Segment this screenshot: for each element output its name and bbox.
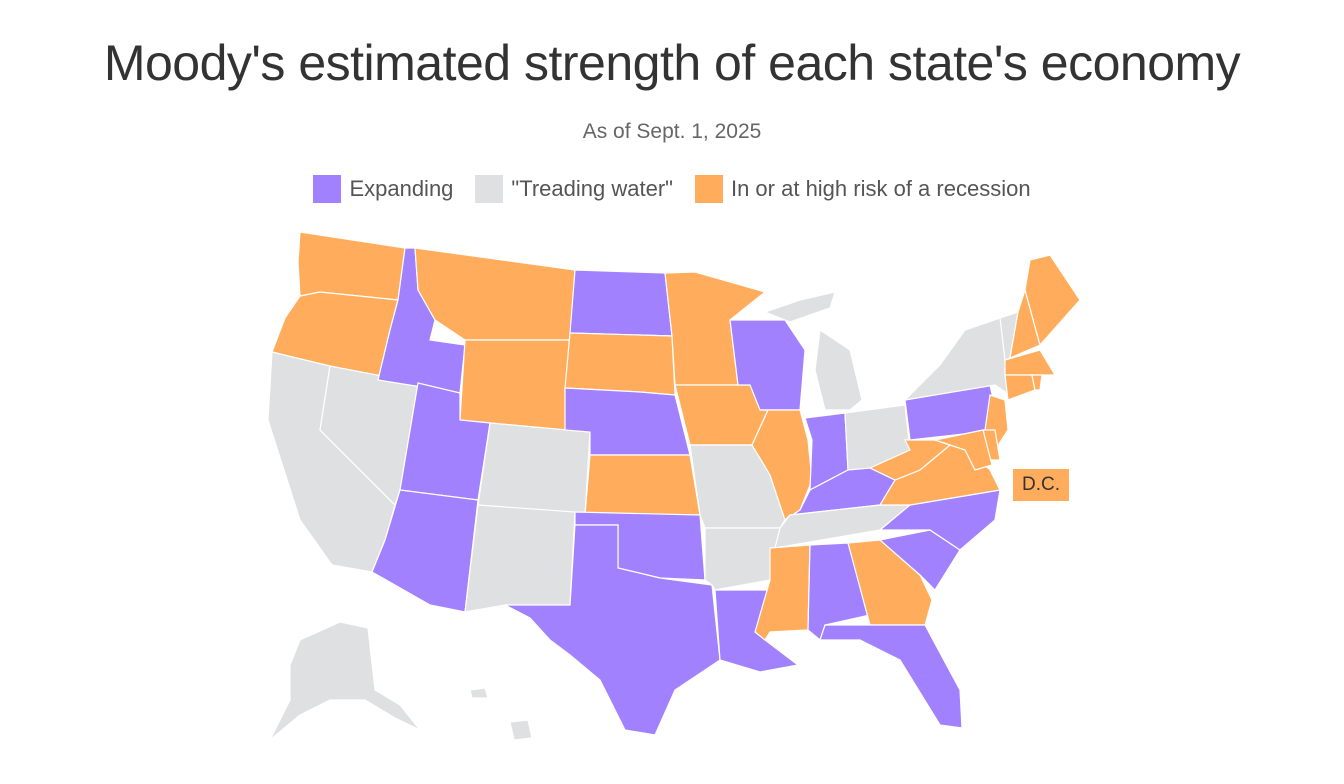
state-nd[interactable] [569,269,673,337]
legend-label-treading: "Treading water" [511,176,673,201]
legend-swatch-recession [694,175,723,203]
state-az[interactable] [371,489,479,613]
legend: Expanding "Treading water" In or at high… [0,175,1344,203]
legend-item-recession: In or at high risk of a recession [694,175,1031,203]
state-ar[interactable] [704,527,781,591]
legend-item-treading: "Treading water" [475,175,673,203]
state-sd[interactable] [564,332,676,396]
state-mi[interactable] [763,291,836,323]
chart-title: Moody's estimated strength of each state… [103,35,1241,91]
dc-label[interactable]: D.C. [1013,469,1069,501]
legend-swatch-treading [475,175,504,203]
legend-item-expanding: Expanding [313,175,453,203]
chart-subtitle: As of Sept. 1, 2025 [582,120,762,143]
state-tx[interactable] [504,524,721,736]
state-mt[interactable] [414,247,576,341]
state-ak[interactable] [269,621,421,741]
state-ri[interactable] [1031,374,1043,391]
legend-label-expanding: Expanding [349,176,454,201]
state-wy[interactable] [459,339,571,431]
state-md[interactable] [932,429,993,471]
state-sc[interactable] [878,529,961,591]
state-nm[interactable] [464,504,576,613]
state-hi[interactable] [509,719,533,741]
state-hi[interactable] [469,687,489,699]
state-ny[interactable] [903,317,1011,401]
state-ks[interactable] [584,454,701,516]
state-ma[interactable] [1004,349,1057,376]
state-co[interactable] [477,422,591,516]
state-mi[interactable] [814,328,863,411]
legend-swatch-expanding [313,175,342,203]
state-fl[interactable] [819,624,963,729]
state-ct[interactable] [1004,374,1036,401]
state-me[interactable] [1024,254,1081,347]
state-wa[interactable] [297,231,406,301]
legend-label-recession: In or at high risk of a recession [730,176,1031,201]
